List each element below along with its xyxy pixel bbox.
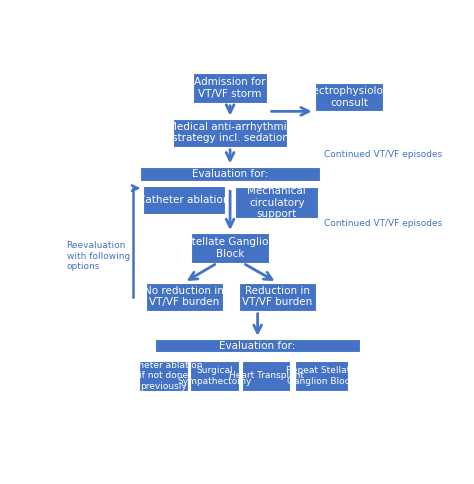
Text: Catheter ablation: Catheter ablation [138,196,230,205]
Text: Reevaluation
with following
options: Reevaluation with following options [66,242,130,271]
Text: Repeat Stellate
Ganglion Block: Repeat Stellate Ganglion Block [286,366,356,386]
FancyBboxPatch shape [238,283,316,311]
Text: Continued VT/VF episodes: Continued VT/VF episodes [324,150,442,159]
Text: Reduction in
VT/VF burden: Reduction in VT/VF burden [242,286,312,307]
Text: Catheter ablation
if not done
previously: Catheter ablation if not done previously [123,361,203,391]
FancyBboxPatch shape [143,186,226,214]
Text: Continued VT/VF episodes: Continued VT/VF episodes [324,219,442,227]
Text: Medical anti-arrhythmic
strategy incl. sedation: Medical anti-arrhythmic strategy incl. s… [168,122,292,143]
FancyBboxPatch shape [193,73,267,103]
FancyBboxPatch shape [173,119,287,147]
FancyBboxPatch shape [294,361,348,391]
Text: Mechanical
circulatory
support: Mechanical circulatory support [247,186,306,219]
FancyBboxPatch shape [236,187,318,218]
Text: Surgical
Sympathectomy: Surgical Sympathectomy [177,366,252,386]
FancyBboxPatch shape [316,83,383,111]
FancyBboxPatch shape [140,166,320,181]
Text: Evaluation for:: Evaluation for: [219,341,296,351]
Text: Admission for
VT/VF storm: Admission for VT/VF storm [194,77,266,99]
FancyBboxPatch shape [242,361,291,391]
Text: No reduction in
VT/VF burden: No reduction in VT/VF burden [144,286,224,307]
FancyBboxPatch shape [190,361,239,391]
FancyBboxPatch shape [139,361,188,391]
FancyBboxPatch shape [155,339,360,352]
FancyBboxPatch shape [146,283,223,311]
Text: Heart Transplant: Heart Transplant [228,372,303,380]
Text: Electrophysiology
consult: Electrophysiology consult [303,87,396,108]
FancyBboxPatch shape [191,233,269,263]
Text: Evaluation for:: Evaluation for: [192,168,268,179]
Text: Stellate Ganglion
Block: Stellate Ganglion Block [185,237,275,259]
